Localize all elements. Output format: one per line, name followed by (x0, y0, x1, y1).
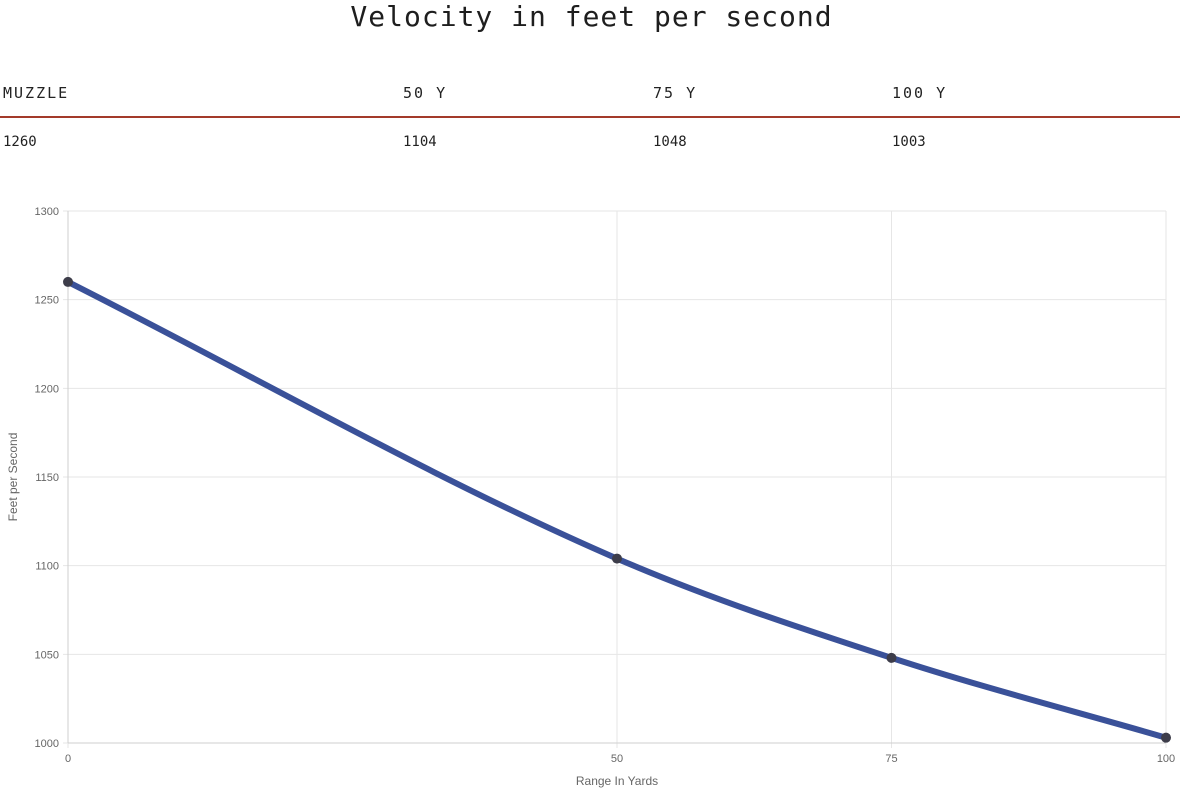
value-muzzle: 1260 (3, 134, 37, 150)
chart-title: Velocity in feet per second (350, 0, 833, 33)
y-tick-label: 1200 (35, 383, 59, 395)
header-100y: 100 Y (892, 84, 948, 102)
header-75y: 75 Y (653, 84, 698, 102)
header-50y: 50 Y (403, 84, 448, 102)
y-axis-title: Feet per Second (6, 433, 20, 522)
grid-lines (63, 210, 1167, 748)
x-axis-ticks: 0 50 75 100 (65, 753, 1175, 765)
x-tick-label: 50 (611, 753, 623, 765)
y-axis-ticks: 1000 1050 1100 1150 1200 1250 1300 (35, 206, 59, 750)
data-points (63, 276, 1171, 743)
header-muzzle: MUZZLE (3, 84, 70, 102)
x-tick-label: 75 (885, 753, 897, 765)
data-point[interactable] (63, 276, 73, 287)
value-75y: 1048 (653, 134, 687, 150)
table-header-row: MUZZLE 50 Y 75 Y 100 Y (0, 70, 1180, 118)
velocity-series-line (65, 278, 1169, 741)
y-tick-label: 1100 (35, 561, 59, 573)
y-tick-label: 1000 (35, 738, 59, 750)
table-value-row: 1260 1104 1048 1003 (0, 118, 1180, 168)
x-tick-label: 100 (1157, 753, 1175, 765)
y-tick-label: 1300 (35, 206, 59, 218)
x-axis-title: Range In Yards (576, 774, 658, 788)
y-tick-label: 1150 (35, 472, 59, 484)
data-point[interactable] (612, 553, 622, 564)
value-50y: 1104 (403, 134, 437, 150)
data-point[interactable] (886, 652, 897, 663)
velocity-line-chart: 1000 1050 1100 1150 1200 1250 1300 0 50 75 100 Fe… (6, 206, 1175, 788)
y-tick-label: 1050 (35, 649, 59, 661)
x-tick-label: 0 (65, 753, 71, 765)
velocity-table: MUZZLE 50 Y 75 Y 100 Y 1260 1104 1048 10… (0, 70, 1180, 168)
data-point[interactable] (1161, 732, 1171, 743)
y-tick-label: 1250 (35, 295, 59, 307)
value-100y: 1003 (892, 134, 926, 150)
